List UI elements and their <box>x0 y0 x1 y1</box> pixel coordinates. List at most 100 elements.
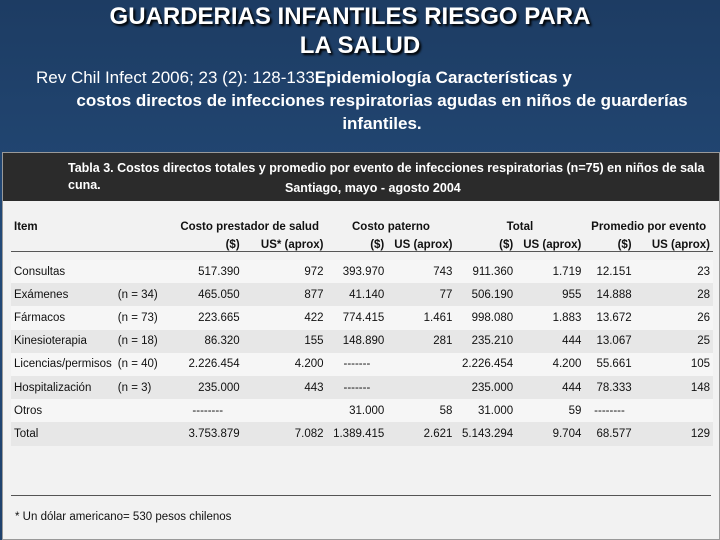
table-cell: 41.140 <box>326 283 388 307</box>
slide-title-line1: GUARDERIAS INFANTILES RIESGO PARA <box>109 3 591 30</box>
table-row: Otros -------- 31.000 58 31.000 59 -------- <box>11 399 713 423</box>
table-cell: 4.200 <box>516 352 585 376</box>
table-cell: 774.415 <box>326 306 388 330</box>
table-footnote: * Un dólar americano= 530 pesos chilenos <box>15 511 232 523</box>
table-cell: 31.000 <box>326 399 388 423</box>
table-row: Exámenes (n = 34) 465.050 877 41.140 77 506.19… <box>11 283 713 307</box>
table-cell: (n = 73) <box>114 306 173 330</box>
unit-clp: ($) <box>225 239 240 251</box>
unit-usd: US (aprox) <box>523 239 582 251</box>
table-cell: 444 <box>516 375 585 400</box>
unit-clp: ($) <box>370 239 385 251</box>
row-label: Hospitalización <box>11 375 115 400</box>
table-cell: 422 <box>242 306 327 330</box>
table-cell: 155 <box>242 329 327 353</box>
table-cell: 26 <box>634 306 713 330</box>
table-cell: 12.151 <box>584 260 635 284</box>
table-cell: 235.000 <box>172 375 243 400</box>
cost-table-image: Tabla 3. Costos directos totales y prome… <box>2 152 720 540</box>
table-caption-line1: Tabla 3. Costos directos totales y prome… <box>68 161 705 192</box>
row-label: Kinesioterapia <box>11 329 115 353</box>
table-row: Hospitalización (n = 3) 235.000 443 ------- 2… <box>11 375 713 400</box>
table-cell: 129 <box>634 422 713 446</box>
table-cell: 281 <box>387 329 456 353</box>
table-cell: 148 <box>634 375 713 400</box>
table-cell: 235.210 <box>455 329 517 353</box>
table-cell: ------- <box>326 375 388 400</box>
table-cell: 14.888 <box>584 283 635 307</box>
table-cell: 2.621 <box>387 422 456 446</box>
table-cell: -------- <box>584 399 635 423</box>
cost-table: Item Costo prestador de salud Costo pate… <box>11 215 713 446</box>
table-cell: 443 <box>242 375 327 400</box>
table-cell: 517.390 <box>172 260 243 284</box>
slide-title: GUARDERIAS INFANTILES RIESGO PARA LA SAL… <box>0 2 720 60</box>
table-cell: 1.389.415 <box>326 422 388 446</box>
table-cell: 2.226.454 <box>455 352 517 376</box>
table-cell: 13.672 <box>584 306 635 330</box>
table-cell: 1.883 <box>516 306 585 330</box>
table-cell: 25 <box>634 329 713 353</box>
unit-usd: US* (aprox) <box>260 239 324 251</box>
header-costo-paterno: Costo paterno <box>352 221 430 233</box>
unit-usd: US (aprox) <box>651 239 710 251</box>
header-costo-prestador: Costo prestador de salud <box>180 221 319 233</box>
table-cell: (n = 40) <box>114 352 173 376</box>
table-cell: 59 <box>516 399 585 423</box>
table-caption-line2: Santiago, mayo - agosto 2004 <box>285 181 461 195</box>
table-cell: 31.000 <box>455 399 517 423</box>
table-cell: 2.226.454 <box>172 352 243 376</box>
table-cell: 9.704 <box>516 422 585 446</box>
footnote-divider <box>11 495 711 496</box>
table-cell: 55.661 <box>584 352 635 376</box>
table-row: Kinesioterapia (n = 18) 86.320 155 148.890 28… <box>11 329 713 353</box>
table-caption: Tabla 3. Costos directos totales y prome… <box>3 153 719 201</box>
table-cell: 506.190 <box>455 283 517 307</box>
table-cell <box>114 422 173 446</box>
table-cell: 972 <box>242 260 327 284</box>
table-cell <box>242 399 327 423</box>
citation-reference: Rev Chil Infect 2006; 23 (2): 128-133 <box>36 68 315 87</box>
table-cell: 393.970 <box>326 260 388 284</box>
table-cell: (n = 3) <box>114 375 173 400</box>
table-cell: 86.320 <box>172 329 243 353</box>
row-label: Licencias/permisos <box>11 352 115 376</box>
table-header-units: ($) US* (aprox) ($) US (aprox) ($) US (a… <box>11 233 713 252</box>
header-total: Total <box>506 221 534 233</box>
table-cell: 28 <box>634 283 713 307</box>
row-label: Fármacos <box>11 306 115 330</box>
table-row: Total 3.753.879 7.082 1.389.415 2.621 5.143.2… <box>11 422 713 446</box>
table-cell: (n = 34) <box>114 283 173 307</box>
table-cell: 77 <box>387 283 456 307</box>
table-cell: 7.082 <box>242 422 327 446</box>
table-cell: 1.461 <box>387 306 456 330</box>
table-cell: 13.067 <box>584 329 635 353</box>
table-cell <box>387 352 456 376</box>
table-cell: (n = 18) <box>114 329 173 353</box>
table-cell: 68.577 <box>584 422 635 446</box>
row-label: Consultas <box>11 260 115 284</box>
table-cell <box>634 399 713 423</box>
table-row: Fármacos (n = 73) 223.665 422 774.415 1.461 99… <box>11 306 713 330</box>
table-cell <box>114 260 173 284</box>
table-row: Licencias/permisos (n = 40) 2.226.454 4.200… <box>11 352 713 376</box>
table-cell: 105 <box>634 352 713 376</box>
slide-title-line2: LA SALUD <box>299 32 421 59</box>
table-cell: 1.719 <box>516 260 585 284</box>
row-label: Total <box>11 422 115 446</box>
table-cell: 911.360 <box>455 260 517 284</box>
table-cell: 4.200 <box>242 352 327 376</box>
table-cell: 877 <box>242 283 327 307</box>
table-cell <box>114 399 173 423</box>
table-header-groups: Item Costo prestador de salud Costo pate… <box>11 215 713 233</box>
citation: Rev Chil Infect 2006; 23 (2): 128-133Epi… <box>36 66 706 135</box>
table-cell: 465.050 <box>172 283 243 307</box>
article-title-rest: costos directos de infecciones respirato… <box>76 91 688 133</box>
table-cell: ------- <box>326 352 388 376</box>
table-cell: -------- <box>172 399 243 423</box>
table-cell: 78.333 <box>584 375 635 400</box>
table-cell: 3.753.879 <box>172 422 243 446</box>
table-cell: 58 <box>387 399 456 423</box>
table-cell: 743 <box>387 260 456 284</box>
table-cell <box>387 375 456 400</box>
